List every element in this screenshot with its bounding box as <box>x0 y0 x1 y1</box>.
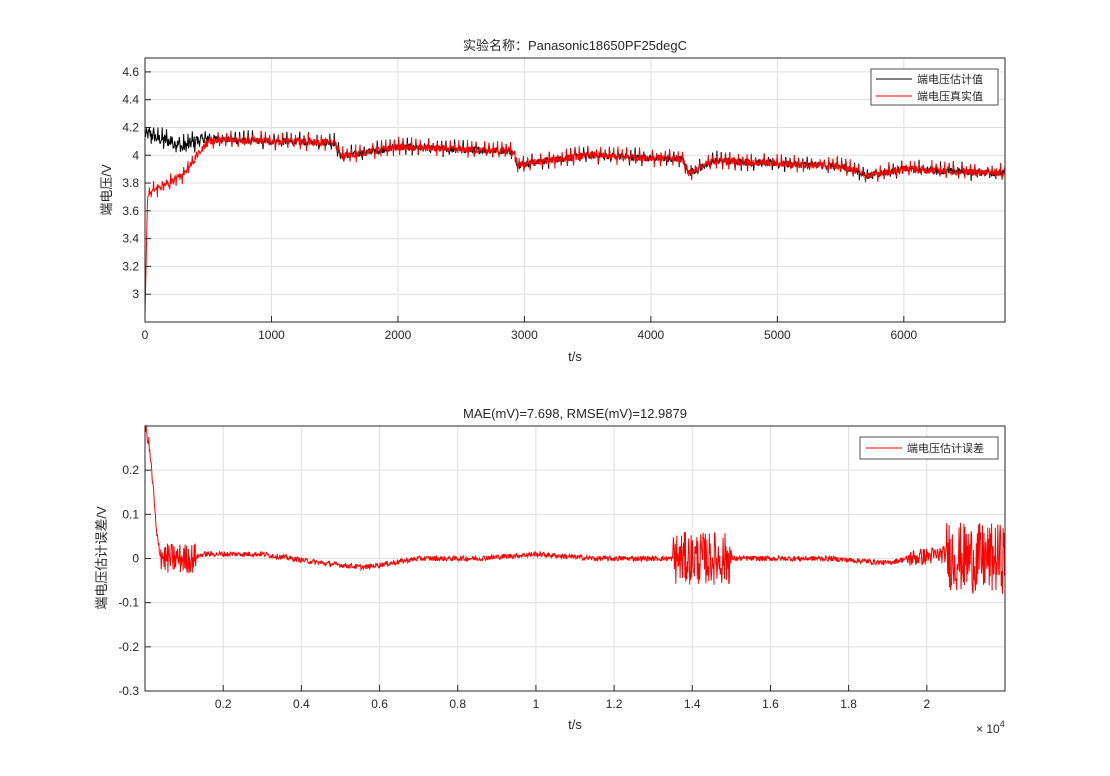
x-tick-label: 0.6 <box>371 697 388 711</box>
subplot-1: 0 1000 2000 3000 4000 5000 6000 3 3.2 3.4 3.6 3.8 4 4… <box>99 38 1006 364</box>
axes-2-ticks: 0.2 0.4 0.6 0.8 1 1.2 1.4 1.6 1.8 2 -0.3 -0.2 -0.1 0 0… <box>118 463 930 711</box>
legend-1-label-true: 端电压真实值 <box>917 89 983 103</box>
y-tick-label: -0.2 <box>118 640 139 654</box>
y-tick-label: 4 <box>132 148 139 162</box>
chart-1-xlabel: t/s <box>568 349 582 364</box>
x-tick-label: 4000 <box>638 328 665 342</box>
chart-1-ylabel: 端电压/V <box>99 164 114 216</box>
y-tick-label: 3.4 <box>122 232 139 246</box>
axes-1-box <box>144 57 1006 323</box>
y-tick-label: 3.6 <box>122 204 139 218</box>
chart-1-title: 实验名称：Panasonic18650PF25degC <box>463 38 687 53</box>
x-tick-label: 1 <box>533 697 540 711</box>
axes-1-series <box>144 127 1006 314</box>
legend-2: 端电压估计误差 <box>859 436 999 460</box>
y-tick-label: 3.2 <box>122 259 139 273</box>
chart-2-title: MAE(mV)=7.698, RMSE(mV)=12.9879 <box>463 406 687 421</box>
x-tick-label: 3000 <box>511 328 538 342</box>
x-tick-label: 0.2 <box>215 697 232 711</box>
y-tick-label: 4.6 <box>122 65 139 79</box>
y-tick-label: -0.1 <box>118 596 139 610</box>
x-tick-label: 0.4 <box>293 697 310 711</box>
series-line-1 <box>144 424 1006 594</box>
chart-2-ylabel: 端电压估计误差/V <box>94 506 109 610</box>
legend-1-box <box>870 68 999 106</box>
legend-1-label-estimate: 端电压估计值 <box>917 73 983 86</box>
axes-1-ticks: 0 1000 2000 3000 4000 5000 6000 3 3.2 3.4 3.6 3.8 4 4… <box>122 65 917 342</box>
y-tick-label: 0.1 <box>122 507 139 521</box>
x-tick-label: 1.2 <box>606 697 623 711</box>
axes-1-grid <box>144 58 1005 322</box>
axes-1-background <box>145 58 1005 322</box>
subplot-2: 0.2 0.4 0.6 0.8 1 1.2 1.4 1.6 1.8 2 -0.3 -0.2 -0.1 0 0… <box>94 406 1006 736</box>
series-line-2 <box>144 130 1006 314</box>
y-tick-label: 4.4 <box>122 93 139 107</box>
x-tick-label: 1.4 <box>684 697 701 711</box>
y-tick-label: 3 <box>132 287 139 301</box>
legend-2-label-error: 端电压估计误差 <box>907 441 984 455</box>
y-tick-label: 4.2 <box>122 120 139 134</box>
y-tick-label: -0.3 <box>118 684 139 698</box>
x-tick-label: 5000 <box>764 328 791 342</box>
x-tick-label: 0.8 <box>449 697 466 711</box>
x-exponent-power: 4 <box>1000 719 1005 729</box>
x-tick-label: 1.8 <box>840 697 857 711</box>
x-tick-label: 2 <box>923 697 930 711</box>
chart-2-xlabel: t/s <box>568 717 582 732</box>
x-exponent-label: × 104 <box>976 719 1005 736</box>
y-tick-label: 0 <box>132 552 139 566</box>
x-tick-label: 6000 <box>890 328 917 342</box>
y-tick-label: 0.2 <box>122 463 139 477</box>
x-tick-label: 0 <box>142 328 149 342</box>
x-tick-label: 1.6 <box>762 697 779 711</box>
legend-2-box <box>859 436 999 460</box>
x-tick-label: 1000 <box>258 328 285 342</box>
axes-2-series <box>144 424 1006 594</box>
x-exponent-base: × 10 <box>976 722 1000 736</box>
y-tick-label: 3.8 <box>122 176 139 190</box>
legend-1: 端电压估计值 端电压真实值 <box>870 68 999 106</box>
x-tick-label: 2000 <box>385 328 412 342</box>
